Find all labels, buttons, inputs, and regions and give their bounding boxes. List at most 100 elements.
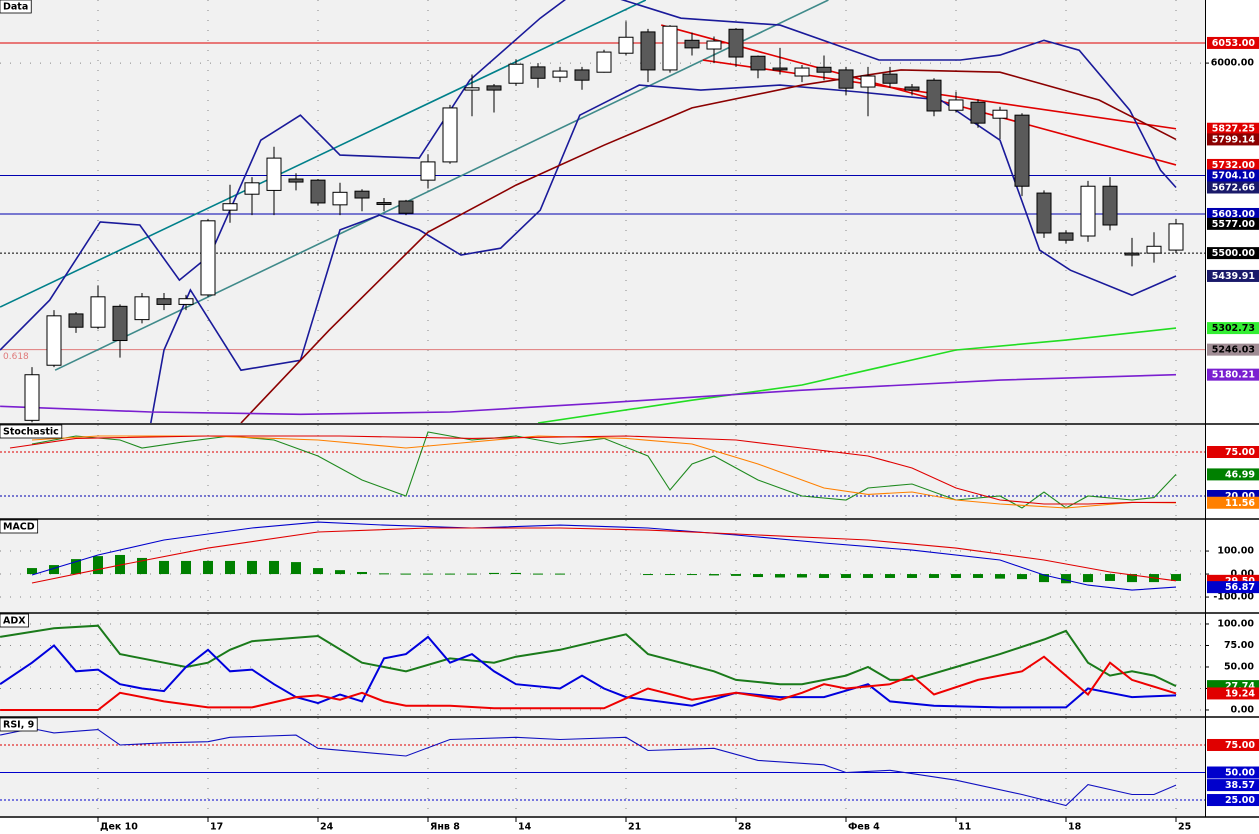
histogram-bar <box>269 560 279 575</box>
candle-body <box>552 70 568 78</box>
candle-body <box>1036 192 1052 234</box>
histogram-bar <box>49 565 59 575</box>
candle-body <box>706 40 722 50</box>
price-label-box <box>1207 368 1259 381</box>
histogram-bar <box>247 560 257 575</box>
price-label-box <box>1207 133 1259 146</box>
y-tick-label: 100.00 <box>1217 618 1254 629</box>
panel-title: RSI, 9 <box>3 720 34 731</box>
series-line <box>0 624 1177 688</box>
histogram-bar <box>841 574 851 578</box>
histogram-bar <box>731 574 741 576</box>
y-tick-label: 0.00 <box>1231 569 1255 580</box>
histogram-bar <box>115 554 125 575</box>
price-label: 5732.00 <box>1212 160 1256 171</box>
x-tick-label: 24 <box>320 822 334 833</box>
histogram-bar <box>665 574 675 576</box>
series-line <box>0 635 1177 709</box>
candle-body <box>838 69 854 89</box>
price-label: 50.00 <box>1225 768 1255 779</box>
plot-area <box>0 718 1205 816</box>
plot-area <box>0 425 1205 518</box>
histogram-bar <box>951 574 961 578</box>
price-label: 5500.00 <box>1212 248 1256 259</box>
price-label-box <box>1207 468 1259 481</box>
histogram-bar <box>445 573 455 575</box>
candle-body <box>640 31 656 71</box>
histogram-bar <box>885 574 895 578</box>
histogram-bar <box>379 573 389 575</box>
candle-body <box>178 298 194 305</box>
price-label-box <box>1207 269 1259 282</box>
candle-body <box>596 51 612 73</box>
candle-body <box>354 190 370 199</box>
candle-body <box>398 200 414 214</box>
price-label: 5246.03 <box>1212 345 1255 356</box>
plot-area <box>0 520 1205 612</box>
histogram-bar <box>929 574 939 578</box>
candle-body <box>508 63 524 84</box>
candle-body <box>332 191 348 206</box>
price-label: 38.57 <box>1225 780 1255 791</box>
candle-body <box>970 101 986 124</box>
price-label-box <box>1207 158 1259 171</box>
series-line <box>0 655 1177 711</box>
candle-body <box>904 86 920 91</box>
histogram-bar <box>93 556 103 575</box>
y-tick-label: 6000.00 <box>1211 58 1255 69</box>
price-label-box <box>1207 122 1259 135</box>
histogram-bar <box>1039 574 1049 583</box>
price-label-box <box>1207 794 1259 807</box>
plot-area: 0.618 <box>0 0 1205 423</box>
histogram-bar <box>775 574 785 578</box>
candle-body <box>200 220 216 296</box>
panel-background <box>0 718 1205 816</box>
histogram-bar <box>1127 574 1137 583</box>
series-line <box>31 521 1177 591</box>
panel-title-box <box>0 613 29 628</box>
candle-body <box>156 298 172 305</box>
histogram-bar <box>313 568 323 575</box>
histogram-bar <box>401 573 411 575</box>
series-line <box>537 327 1177 423</box>
panel-title-box <box>0 424 63 439</box>
price-label: 11.56 <box>1225 498 1255 509</box>
plot-area <box>0 614 1205 716</box>
candle-body <box>266 157 282 191</box>
histogram-bar <box>423 573 433 575</box>
panel-title: ADX <box>3 616 26 627</box>
candle-body <box>816 66 832 73</box>
histogram-bar <box>159 560 169 575</box>
price-label-box <box>1207 766 1259 779</box>
price-label-box <box>1207 446 1259 458</box>
histogram-bar <box>1017 574 1027 580</box>
histogram-bar <box>533 573 543 575</box>
candle-body <box>46 315 62 366</box>
candle-body <box>288 178 304 183</box>
histogram-bar <box>357 571 367 575</box>
candle-body <box>68 313 84 328</box>
histogram-bar <box>907 574 917 578</box>
candle-body <box>134 296 150 321</box>
y-tick-label: 0.00 <box>1231 704 1255 715</box>
x-tick-label: 21 <box>628 822 641 833</box>
candle-body <box>750 55 766 71</box>
candle-body <box>1168 223 1184 251</box>
candle-body <box>948 99 964 111</box>
price-label-box <box>1207 496 1259 509</box>
price-label-box <box>1207 687 1259 700</box>
price-label: 5827.25 <box>1212 124 1255 135</box>
candle-body <box>442 107 458 163</box>
panel-title: MACD <box>3 522 35 533</box>
price-label-box <box>1207 738 1259 751</box>
price-label: 5180.21 <box>1212 370 1255 381</box>
level-label: 0.618 <box>3 352 29 362</box>
price-label-box <box>1207 322 1259 335</box>
histogram-bar <box>995 574 1005 579</box>
histogram-bar <box>1105 574 1115 581</box>
panel-title-box <box>0 717 38 732</box>
price-label: 19.24 <box>1225 688 1255 699</box>
histogram-bar <box>467 573 477 575</box>
candle-body <box>24 374 40 421</box>
price-label: 27.74 <box>1225 681 1255 692</box>
